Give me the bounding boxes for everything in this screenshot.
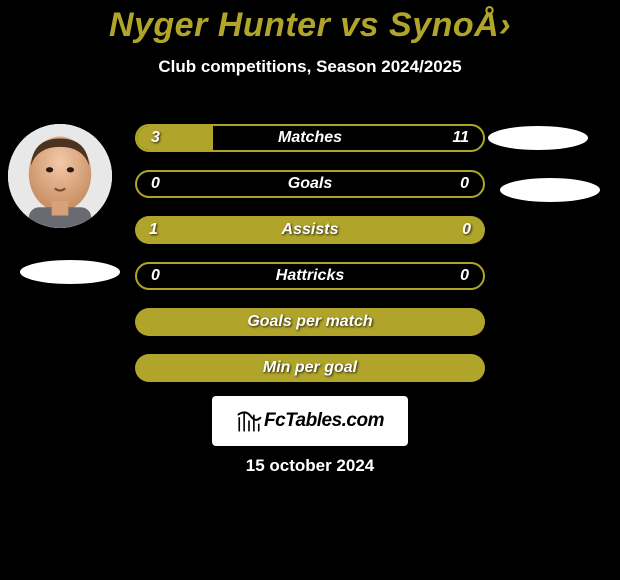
stat-label: Goals [288, 175, 332, 193]
logo-box: FcTables.com [212, 396, 408, 446]
stat-bar-row: 3 Matches 11 [135, 124, 485, 152]
placeholder-ellipse [20, 260, 120, 284]
stat-bar-partial-fill [137, 126, 213, 150]
stat-bar-row: 1 Assists 0 [135, 216, 485, 244]
stat-label: Goals per match [247, 313, 372, 331]
stat-value-right: 0 [462, 221, 471, 239]
stat-value-right: 0 [460, 267, 469, 285]
fctables-logo-icon [236, 408, 262, 434]
stat-value-left: 1 [149, 221, 158, 239]
date-label: 15 october 2024 [246, 456, 375, 476]
placeholder-ellipse [488, 126, 588, 150]
avatar-face-icon [8, 124, 112, 228]
logo-text: FcTables.com [264, 410, 384, 432]
stat-bar-row: Goals per match [135, 308, 485, 336]
stat-bar-row: 0 Hattricks 0 [135, 262, 485, 290]
stat-label: Matches [278, 129, 342, 147]
stat-label: Min per goal [263, 359, 357, 377]
stat-label: Assists [282, 221, 339, 239]
stat-value-left: 0 [151, 267, 160, 285]
stat-value-right: 0 [460, 175, 469, 193]
stat-value-right: 11 [452, 129, 469, 147]
stat-value-left: 0 [151, 175, 160, 193]
placeholder-ellipse [500, 178, 600, 202]
stat-value-left: 3 [151, 129, 160, 147]
page-title: Nyger Hunter vs SynoÅ› [0, 0, 620, 45]
stat-label: Hattricks [276, 267, 344, 285]
player-avatar-left [8, 124, 112, 228]
stat-bar-row: 0 Goals 0 [135, 170, 485, 198]
stats-bars: 3 Matches 11 0 Goals 0 1 Assists 0 0 Hattricks 0 Goa… [135, 124, 485, 400]
subtitle: Club competitions, Season 2024/2025 [0, 57, 620, 77]
stat-bar-row: Min per goal [135, 354, 485, 382]
